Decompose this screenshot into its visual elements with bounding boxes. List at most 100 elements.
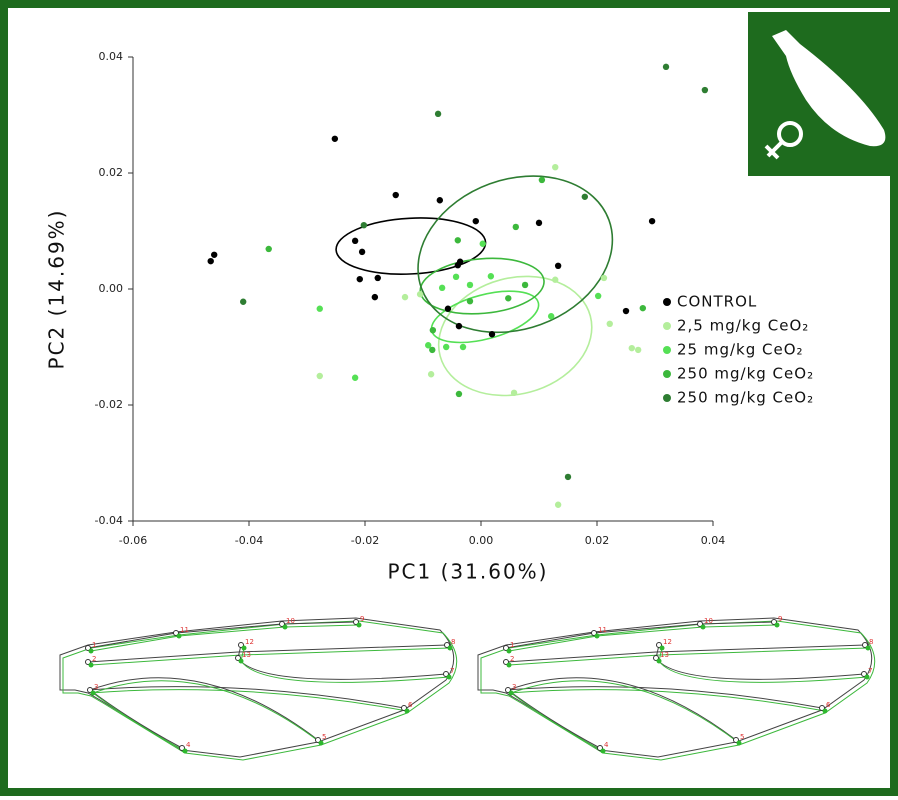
wing-vein-control bbox=[505, 644, 866, 663]
landmark-treated bbox=[700, 624, 706, 630]
point bbox=[438, 284, 446, 292]
legend-label: 250 mg/kg CeO₂ bbox=[677, 389, 814, 407]
landmark-treated bbox=[404, 708, 410, 714]
landmark-treated bbox=[506, 662, 512, 668]
point bbox=[554, 262, 562, 269]
point bbox=[552, 164, 559, 171]
point bbox=[505, 295, 512, 302]
x-tick-label: 0.00 bbox=[469, 534, 494, 547]
landmark-treated bbox=[182, 748, 188, 754]
point bbox=[479, 240, 486, 247]
point bbox=[265, 245, 272, 253]
point bbox=[600, 274, 608, 282]
point bbox=[331, 135, 339, 142]
point bbox=[392, 191, 399, 199]
landmark-treated bbox=[508, 690, 514, 696]
point bbox=[466, 281, 474, 289]
point bbox=[316, 372, 323, 380]
point bbox=[606, 320, 613, 327]
y-tick-label: 0.02 bbox=[99, 166, 124, 179]
point bbox=[425, 342, 432, 349]
legend-marker bbox=[663, 394, 671, 402]
point bbox=[535, 219, 543, 227]
landmark-label: 3 bbox=[94, 683, 98, 691]
point bbox=[358, 248, 366, 256]
wing-vein-treated bbox=[508, 647, 869, 666]
y-tick-label: -0.02 bbox=[95, 398, 123, 411]
landmark-label: 3 bbox=[512, 683, 516, 691]
point bbox=[639, 304, 647, 312]
point bbox=[371, 293, 379, 301]
point bbox=[452, 273, 460, 281]
point bbox=[443, 343, 450, 351]
wing-vein-control bbox=[237, 657, 447, 680]
point bbox=[211, 251, 218, 258]
landmark-treated bbox=[318, 740, 324, 746]
landmark-treated bbox=[594, 633, 600, 639]
point bbox=[472, 217, 479, 225]
y-tick-label: -0.04 bbox=[95, 514, 123, 527]
wing-vein-treated bbox=[508, 689, 826, 712]
landmark-treated bbox=[90, 690, 96, 696]
landmark-treated bbox=[822, 708, 828, 714]
plot-area: -0.06 -0.04 -0.02 0.00 0.02 0.04 -0.04 -0.02 0.0… bbox=[95, 50, 726, 547]
confidence-ellipse bbox=[437, 275, 593, 397]
landmark-label: 8 bbox=[451, 638, 455, 646]
wing-vein-treated bbox=[658, 660, 868, 683]
point bbox=[316, 305, 323, 312]
point bbox=[512, 223, 519, 231]
point bbox=[436, 197, 444, 204]
point bbox=[429, 346, 436, 354]
wing-vein-treated bbox=[90, 647, 451, 666]
wing-vein-control bbox=[507, 677, 737, 741]
point bbox=[374, 274, 381, 282]
wing-outline-control bbox=[59, 617, 455, 758]
point bbox=[459, 343, 467, 351]
point bbox=[416, 291, 424, 298]
landmark-label: 8 bbox=[869, 638, 873, 646]
wing-outline-treated bbox=[480, 620, 876, 761]
point bbox=[554, 501, 562, 508]
point bbox=[662, 63, 670, 71]
y-tick-label: 0.04 bbox=[99, 50, 124, 63]
wing-vein-treated bbox=[92, 692, 186, 752]
point bbox=[547, 313, 555, 320]
landmark-treated bbox=[736, 740, 742, 746]
landmark-label: 9 bbox=[778, 615, 782, 623]
point bbox=[466, 297, 474, 305]
landmark-label: 5 bbox=[322, 733, 326, 741]
landmark-label: 7 bbox=[450, 667, 454, 675]
landmark-treated bbox=[600, 748, 606, 754]
x-axis-label: PC1 (31.60%) bbox=[388, 560, 549, 584]
point bbox=[351, 374, 359, 381]
point bbox=[454, 237, 461, 244]
point bbox=[429, 326, 437, 334]
landmark-label: 6 bbox=[408, 701, 413, 709]
landmark-treated bbox=[506, 648, 512, 654]
wing-vein-control bbox=[89, 677, 319, 741]
point bbox=[701, 86, 709, 94]
landmark-label: 11 bbox=[180, 626, 189, 634]
legend-label: 2,5 mg/kg CeO₂ bbox=[677, 317, 809, 335]
wing-vein-control bbox=[655, 657, 865, 680]
wing-vein-control bbox=[89, 689, 183, 749]
point bbox=[456, 258, 464, 265]
landmark-label: 9 bbox=[360, 615, 364, 623]
landmark-label: 10 bbox=[704, 617, 713, 625]
point bbox=[564, 473, 572, 481]
x-tick-label: 0.04 bbox=[701, 534, 726, 547]
wing-vein-treated bbox=[90, 689, 408, 712]
point bbox=[455, 322, 463, 330]
landmark-label: 12 bbox=[245, 638, 254, 646]
landmark-label: 13 bbox=[660, 651, 669, 659]
y-tick-label: 0.00 bbox=[99, 282, 124, 295]
landmark-label: 1 bbox=[510, 641, 514, 649]
point bbox=[510, 389, 518, 397]
legend: CONTROL 2,5 mg/kg CeO₂ 25 mg/kg CeO₂ 250 mg… bbox=[663, 293, 814, 407]
wing-vein-treated bbox=[90, 624, 360, 652]
point bbox=[434, 110, 442, 118]
landmark-label: 6 bbox=[826, 701, 831, 709]
legend-marker bbox=[663, 322, 671, 330]
point bbox=[594, 292, 602, 300]
